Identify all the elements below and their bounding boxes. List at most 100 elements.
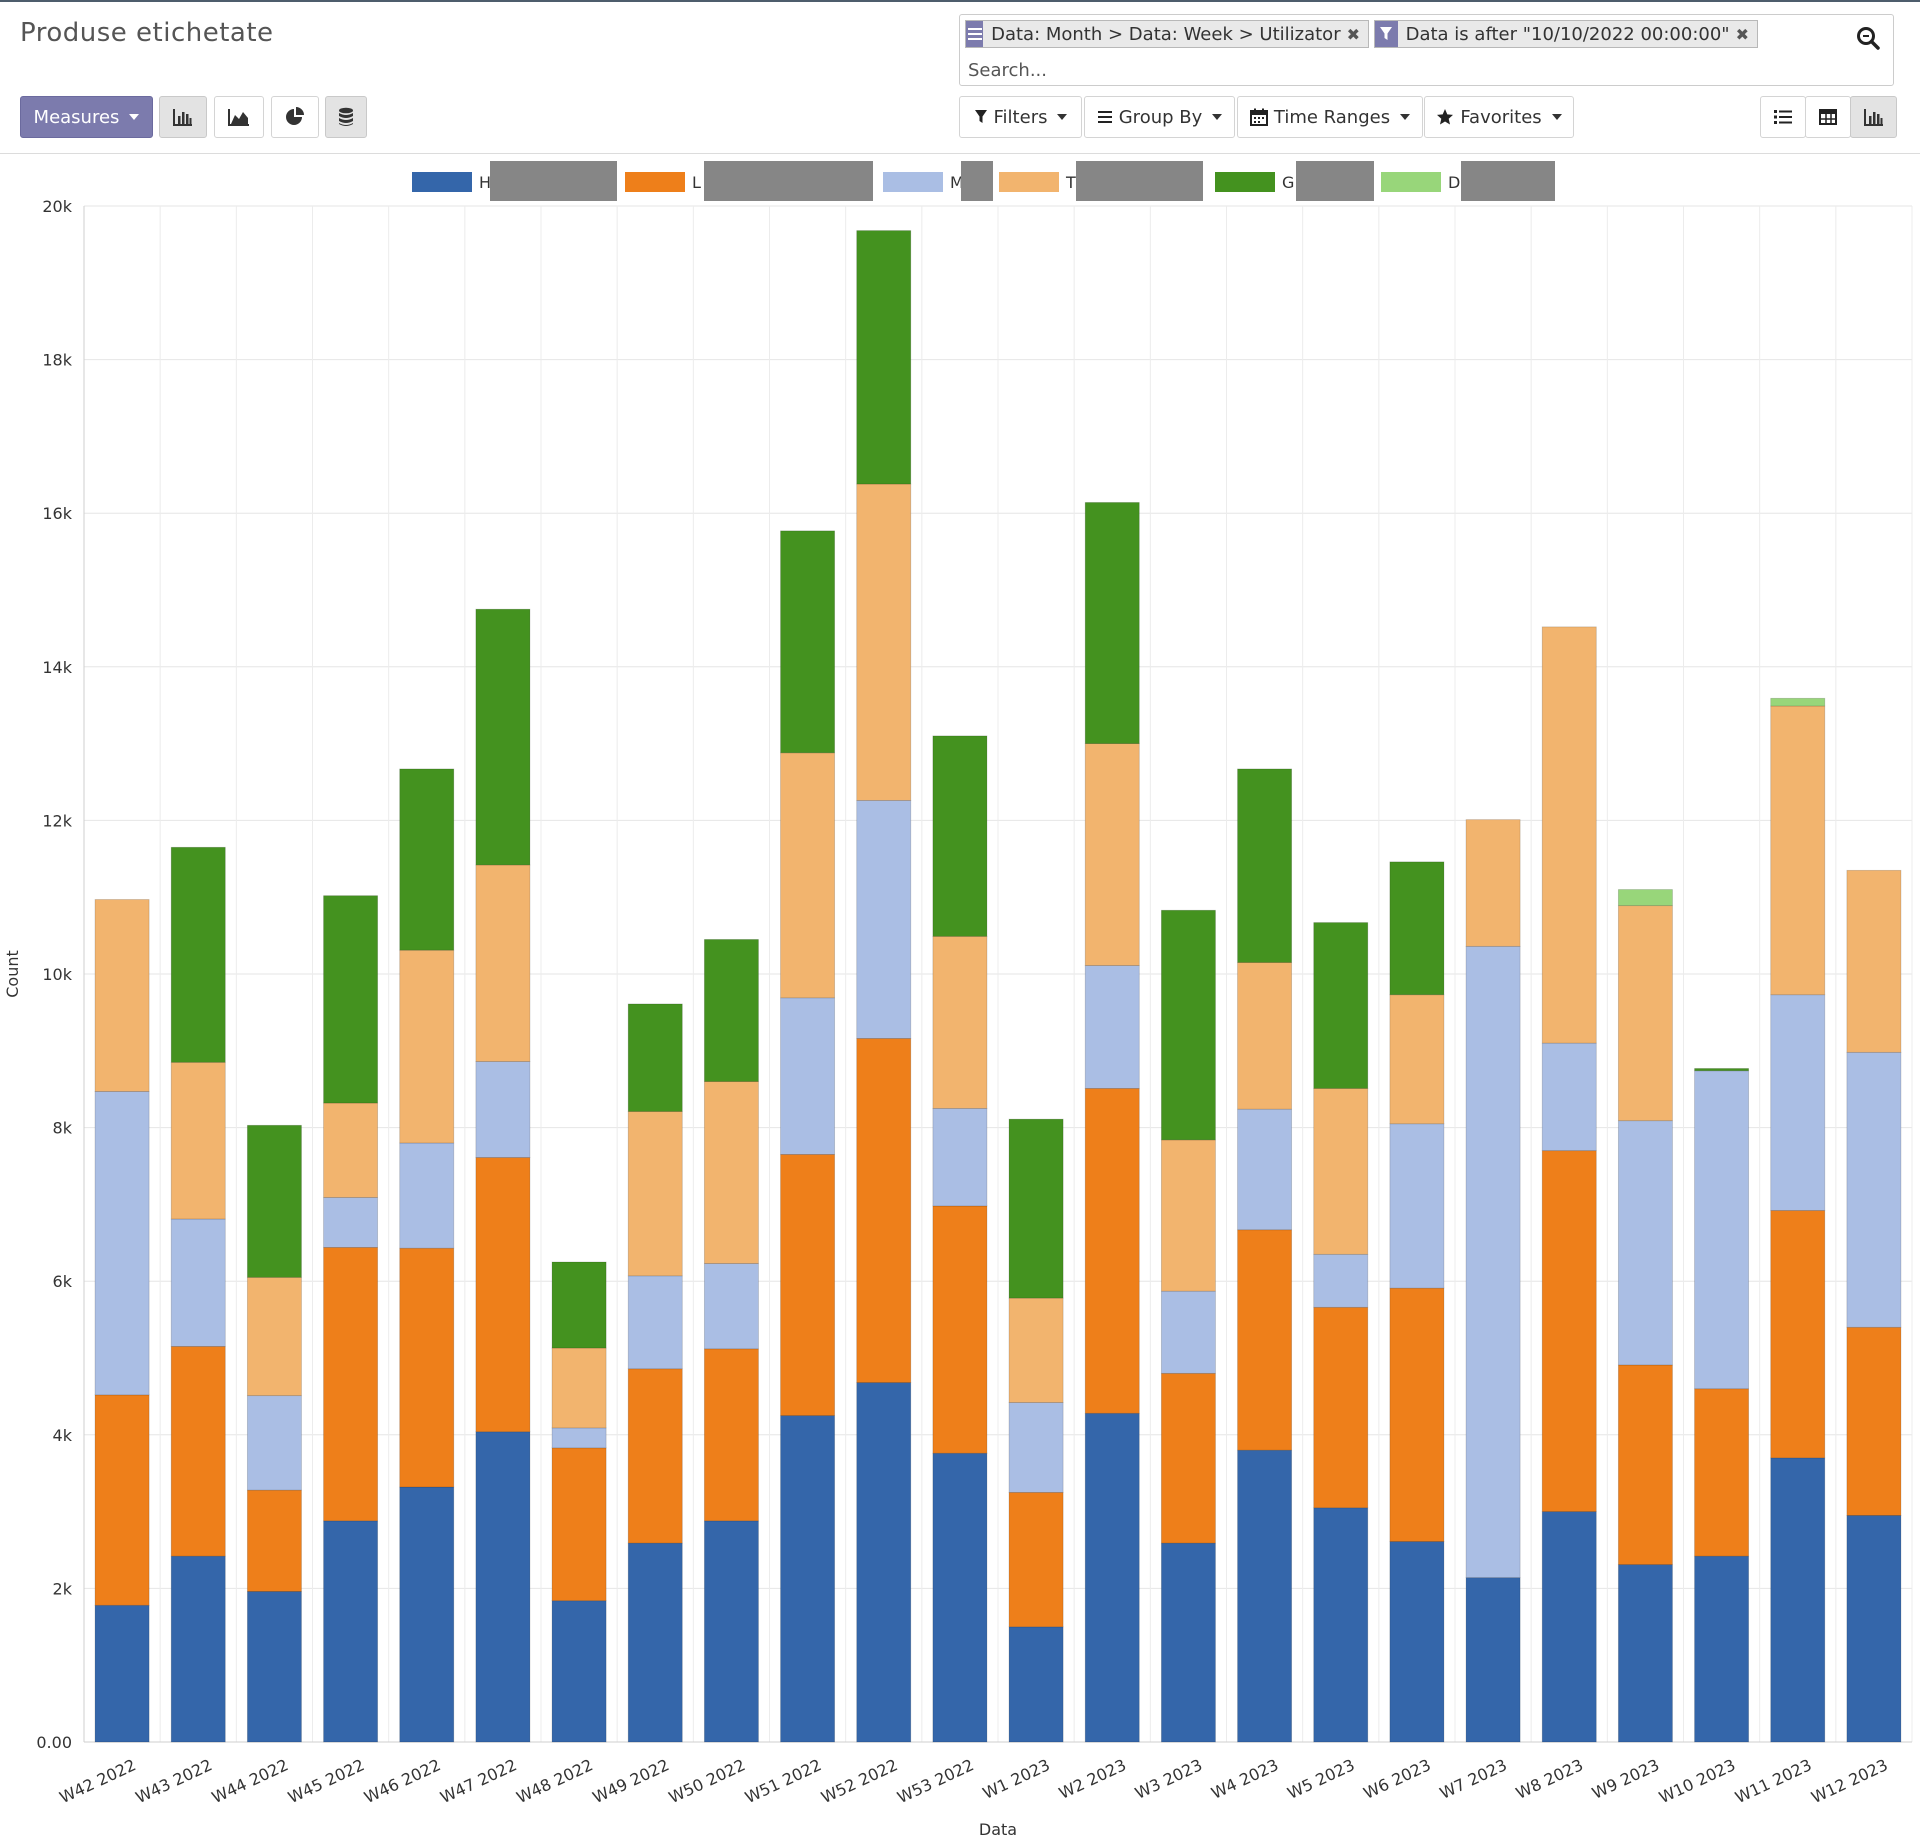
- graph-view-icon: [1863, 109, 1883, 126]
- redaction-block: [1076, 161, 1203, 201]
- bar-segment-l-16: [1313, 1306, 1369, 1509]
- legend-swatch-m: [883, 172, 943, 192]
- search-input[interactable]: [966, 55, 1750, 85]
- stacked-button[interactable]: [325, 96, 367, 138]
- bar-segment-h-19: [1541, 1511, 1597, 1743]
- redaction-block: [961, 161, 993, 201]
- list-icon: [1097, 111, 1112, 123]
- bar-segment-m-18: [1465, 945, 1521, 1579]
- bar-segment-t-14: [1160, 1139, 1216, 1292]
- list-view-button[interactable]: [1760, 96, 1806, 138]
- groupby-button[interactable]: Group By: [1084, 96, 1235, 138]
- bar-segment-h-18: [1465, 1577, 1521, 1743]
- groupby-facet-close-icon[interactable]: ✖: [1346, 24, 1360, 44]
- bar-segment-m-21: [1694, 1070, 1750, 1390]
- timeranges-button[interactable]: Time Ranges: [1237, 96, 1423, 138]
- y-tick-label: 2k: [53, 1579, 73, 1598]
- filter-facet: Data is after "10/10/2022 00:00:00" ✖: [1374, 20, 1758, 48]
- bar-segment-m-9: [780, 997, 836, 1155]
- filters-button[interactable]: Filters: [959, 96, 1082, 138]
- x-tick-label: W4 2023: [1208, 1755, 1281, 1803]
- bar-segment-m-23: [1846, 1051, 1902, 1328]
- bar-segment-t-2: [246, 1276, 302, 1397]
- y-axis-title: Count: [3, 950, 22, 998]
- y-tick-label: 0.00: [36, 1733, 72, 1752]
- bar-segment-m-22: [1770, 994, 1826, 1211]
- bar-segment-l-15: [1237, 1229, 1293, 1451]
- bar-segment-h-11: [932, 1452, 988, 1743]
- chevron-down-icon: [1212, 114, 1223, 120]
- bar-segment-t-9: [780, 752, 836, 999]
- bar-segment-l-9: [780, 1154, 836, 1416]
- bar-segment-g-9: [780, 530, 836, 754]
- bar-segment-l-6: [551, 1447, 607, 1602]
- bar-segment-l-10: [856, 1038, 912, 1383]
- bar-segment-t-20: [1617, 905, 1673, 1122]
- bar-segment-l-0: [94, 1394, 150, 1606]
- bar-segment-h-12: [1008, 1626, 1064, 1743]
- bar-segment-h-14: [1160, 1542, 1216, 1743]
- measures-button[interactable]: Measures: [20, 96, 153, 138]
- x-tick-label: W8 2023: [1513, 1755, 1586, 1803]
- groupby-label: Group By: [1118, 106, 1203, 128]
- bar-segment-g-3: [323, 895, 379, 1104]
- chevron-down-icon: [1057, 114, 1068, 120]
- x-axis-title: Data: [979, 1820, 1017, 1839]
- bar-segment-l-1: [170, 1346, 226, 1557]
- legend-label: T: [1065, 173, 1076, 192]
- bar-segment-l-8: [703, 1348, 759, 1522]
- bar-segment-h-0: [94, 1604, 150, 1743]
- bar-segment-h-5: [475, 1431, 531, 1743]
- bar-segment-h-2: [246, 1591, 302, 1743]
- bar-segment-l-19: [1541, 1150, 1597, 1513]
- bar-segment-g-4: [399, 768, 455, 951]
- bar-segment-m-14: [1160, 1290, 1216, 1374]
- groupby-facet: Data: Month > Data: Week > Utilizator ✖: [965, 20, 1369, 48]
- line-chart-button[interactable]: [214, 96, 264, 138]
- redaction-block: [1461, 161, 1555, 201]
- legend-swatch-l: [625, 172, 685, 192]
- bar-segment-t-18: [1465, 819, 1521, 947]
- bar-segment-t-15: [1237, 962, 1293, 1110]
- bar-segment-t-12: [1008, 1297, 1064, 1403]
- y-tick-label: 20k: [42, 197, 72, 216]
- legend-label: M: [950, 173, 964, 192]
- filter-facet-icon: [1375, 21, 1398, 47]
- bar-segment-g-1: [170, 846, 226, 1063]
- graph-view-button[interactable]: [1850, 96, 1897, 138]
- bar-segment-m-1: [170, 1218, 226, 1347]
- bar-segment-t-8: [703, 1081, 759, 1264]
- bar-segment-d-20: [1617, 889, 1673, 907]
- bar-segment-g-21: [1694, 1068, 1750, 1072]
- filter-facet-text: Data is after "10/10/2022 00:00:00": [1405, 23, 1730, 45]
- x-tick-label: W47 2022: [437, 1755, 519, 1807]
- bar-segment-l-7: [627, 1368, 683, 1544]
- bar-segment-h-7: [627, 1542, 683, 1743]
- y-tick-label: 4k: [53, 1426, 73, 1445]
- favorites-button[interactable]: Favorites: [1424, 96, 1574, 138]
- top-border: [0, 0, 1920, 2]
- redaction-block: [490, 161, 617, 201]
- pivot-view-button[interactable]: [1805, 96, 1851, 138]
- y-tick-label: 18k: [42, 351, 72, 370]
- favorites-label: Favorites: [1460, 106, 1542, 128]
- filter-facet-close-icon[interactable]: ✖: [1735, 24, 1749, 44]
- x-tick-label: W48 2022: [514, 1755, 596, 1807]
- legend-swatch-d: [1381, 172, 1441, 192]
- bar-segment-t-11: [932, 935, 988, 1109]
- x-tick-label: W44 2022: [209, 1755, 291, 1807]
- y-tick-label: 14k: [42, 658, 72, 677]
- search-icon[interactable]: [1855, 25, 1881, 51]
- pie-chart-button[interactable]: [271, 96, 319, 138]
- x-tick-label: W50 2022: [666, 1755, 748, 1807]
- y-tick-label: 8k: [53, 1119, 73, 1138]
- bar-segment-m-4: [399, 1142, 455, 1249]
- bar-segment-t-7: [627, 1111, 683, 1277]
- redaction-block: [1296, 161, 1374, 201]
- x-tick-label: W9 2023: [1589, 1755, 1662, 1803]
- bar-segment-m-19: [1541, 1042, 1597, 1152]
- bar-segment-m-20: [1617, 1120, 1673, 1366]
- bar-chart-button[interactable]: [159, 96, 207, 138]
- bar-segment-h-15: [1237, 1449, 1293, 1743]
- x-tick-label: W51 2022: [742, 1755, 824, 1807]
